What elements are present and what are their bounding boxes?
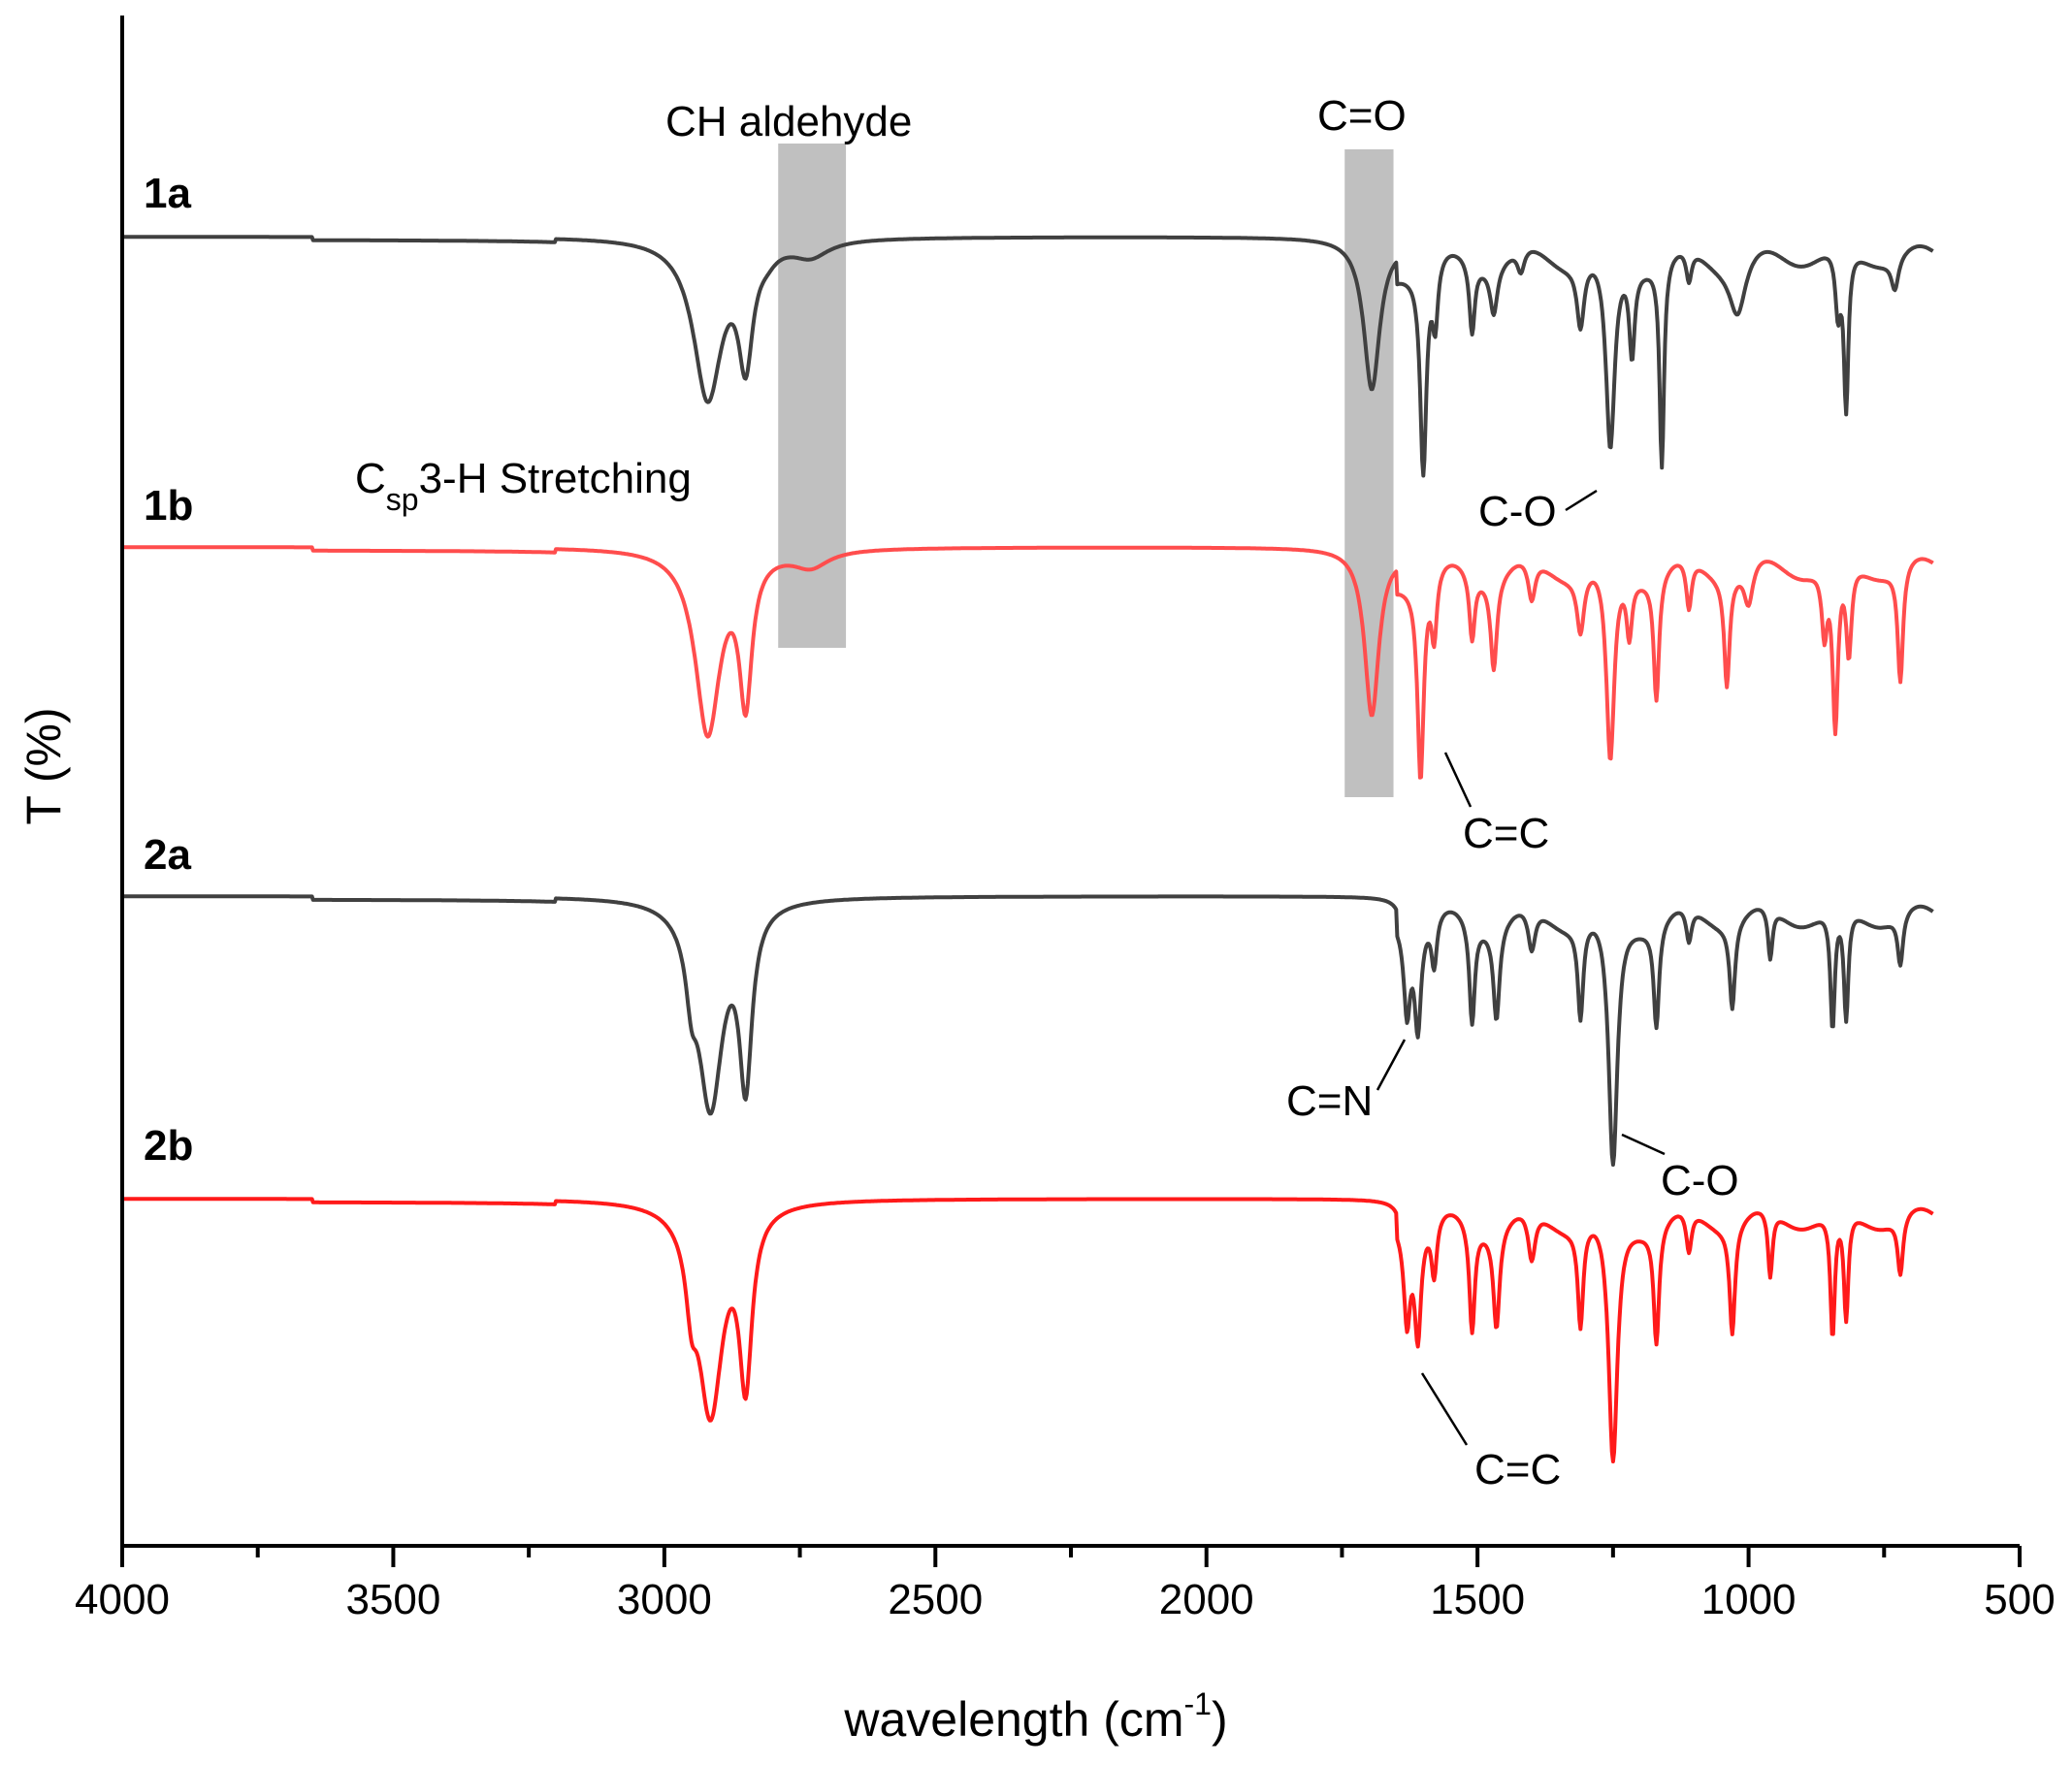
- highlight-band-0: [778, 144, 847, 648]
- x-axis-title: wavelength (cm-1): [843, 1686, 1227, 1747]
- annotation-c-eq-n: C=N: [1286, 1077, 1373, 1125]
- x-tick-label-1500: 1500: [1430, 1576, 1525, 1623]
- series-line-1a: [121, 235, 1934, 478]
- series-label-1b: 1b: [144, 482, 193, 530]
- x-tick-label-3000: 3000: [617, 1576, 712, 1623]
- annotation-c-eq-c-1: C=C: [1463, 810, 1549, 857]
- series-label-2b: 2b: [144, 1122, 193, 1170]
- annotation-c-eq-c-2: C=C: [1474, 1446, 1561, 1493]
- series-line-2a: [121, 894, 1934, 1167]
- annotation-c-o-1: C-O: [1478, 488, 1557, 535]
- leader-c-eq-c-2: [1420, 1372, 1469, 1446]
- x-tick-label-4000: 4000: [75, 1576, 170, 1623]
- annotation-ch-aldehyde: CH aldehyde: [665, 98, 912, 145]
- leader-c-o-1: [1565, 489, 1598, 512]
- y-axis-title: T (%): [16, 707, 71, 824]
- x-tick-label-500: 500: [1984, 1576, 2055, 1623]
- annotation-c-eq-o: C=O: [1317, 92, 1407, 140]
- series-label-2a: 2a: [144, 831, 191, 879]
- leader-c-eq-n: [1376, 1039, 1407, 1091]
- annotation-c-o-2: C-O: [1661, 1157, 1739, 1204]
- leader-c-eq-c-1: [1443, 752, 1473, 808]
- series-label-1a: 1a: [144, 170, 191, 217]
- series-line-2b: [121, 1197, 1934, 1463]
- x-tick-label-1000: 1000: [1701, 1576, 1797, 1623]
- x-tick-label-2000: 2000: [1159, 1576, 1254, 1623]
- x-tick-label-2500: 2500: [888, 1576, 983, 1623]
- leader-c-o-2: [1621, 1133, 1666, 1156]
- x-tick-label-3500: 3500: [345, 1576, 440, 1623]
- annotation-csp3-stretching: Csp3-H Stretching: [355, 455, 692, 517]
- series-line-1b: [121, 545, 1934, 780]
